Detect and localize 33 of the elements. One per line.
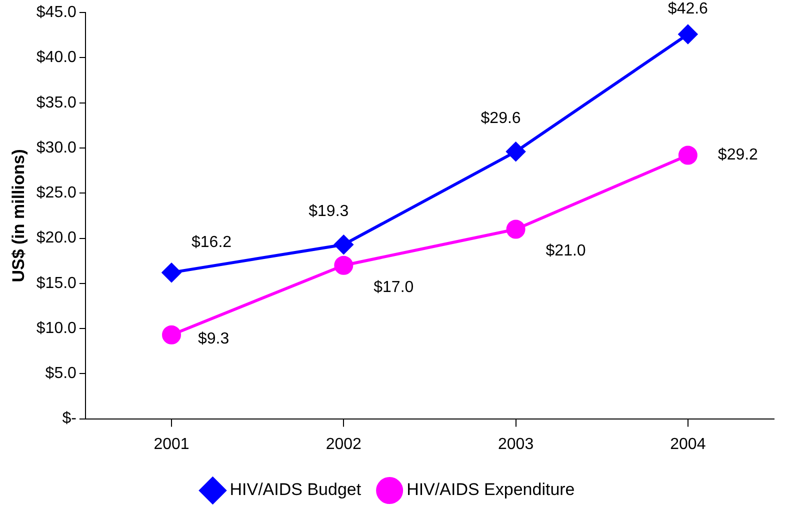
y-axis-title: US$ (in millions) — [8, 149, 28, 282]
point — [162, 325, 182, 344]
point — [506, 220, 526, 239]
y-tick-label: $5.0 — [45, 365, 77, 382]
data-label: $16.2 — [191, 234, 232, 251]
x-tick-label: 2001 — [154, 436, 190, 453]
x-tick-label: 2004 — [670, 436, 706, 453]
y-tick-label: $15.0 — [36, 274, 77, 292]
y-tick-label: $30.0 — [36, 139, 77, 156]
data-label: $21.0 — [546, 242, 586, 260]
point — [678, 146, 698, 165]
point — [506, 142, 526, 162]
data-label: $29.2 — [718, 146, 758, 164]
data-label: $29.6 — [480, 110, 521, 128]
legend-label: HIV/AIDS Budget — [230, 480, 362, 500]
data-label: $17.0 — [374, 278, 414, 296]
y-tick-label: $20.0 — [36, 230, 77, 247]
y-tick-label: $25.0 — [36, 184, 77, 202]
point — [162, 263, 182, 282]
x-tick-label: 2003 — [498, 436, 534, 453]
data-label: $19.3 — [308, 202, 349, 220]
point — [334, 235, 354, 254]
data-label: $9.3 — [198, 330, 230, 348]
point — [678, 24, 698, 44]
y-tick-label: $- — [62, 410, 76, 428]
y-tick-label: $45.0 — [36, 4, 77, 22]
y-tick-label: $40.0 — [36, 49, 77, 66]
legend-label: HIV/AIDS Expenditure — [406, 480, 575, 500]
point — [334, 256, 354, 275]
y-tick-label: $35.0 — [36, 94, 77, 112]
y-tick-label: $10.0 — [36, 320, 77, 337]
x-tick-label: 2002 — [326, 436, 362, 453]
data-label: $42.6 — [668, 0, 708, 18]
